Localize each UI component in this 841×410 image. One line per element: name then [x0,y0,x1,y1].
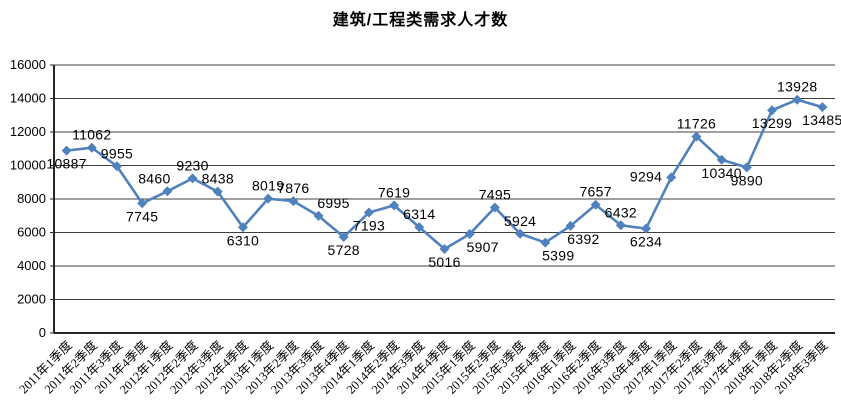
data-point-label: 5399 [542,248,574,264]
data-point-marker [162,186,173,197]
data-point-label: 5728 [328,242,360,258]
data-point-label: 7495 [479,186,511,202]
data-point-label: 9955 [101,145,133,161]
data-point-marker [515,228,526,239]
data-point-marker [792,94,803,105]
data-point-label: 6310 [227,232,259,248]
data-point-marker [86,142,97,153]
data-point-marker [61,145,72,156]
y-axis-tick-label: 12000 [10,124,46,139]
data-point-marker [489,202,500,213]
data-point-marker [389,200,400,211]
data-point-label: 9294 [630,168,662,184]
data-point-marker [691,131,702,142]
data-point-label: 13299 [752,115,792,131]
data-point-label: 7657 [579,184,611,200]
data-point-label: 10887 [46,156,86,172]
data-point-label: 7193 [353,218,385,234]
data-point-marker [263,193,274,204]
y-axis-tick-label: 16000 [10,57,46,72]
data-point-label: 7619 [378,184,410,200]
data-point-marker [111,161,122,172]
data-point-marker [565,220,576,231]
data-point-marker [817,102,828,113]
data-point-label: 5924 [504,213,536,229]
data-point-marker [338,232,349,243]
y-axis-tick-label: 0 [39,325,46,340]
data-point-label: 5907 [467,239,499,255]
data-point-label: 6234 [630,234,662,250]
y-axis-tick-label: 8000 [17,191,46,206]
data-point-marker [439,243,450,254]
data-point-marker [414,222,425,233]
data-point-label: 9890 [731,172,763,188]
y-axis-tick-label: 10000 [10,158,46,173]
data-point-label: 7876 [277,180,309,196]
data-point-marker [741,162,752,173]
data-point-label: 11726 [677,116,716,132]
data-point-label: 6392 [567,231,599,247]
data-point-marker [666,172,677,183]
data-point-label: 10340 [701,165,741,181]
data-point-marker [641,223,652,234]
y-axis-tick-label: 6000 [17,225,46,240]
data-point-label: 5016 [428,254,460,270]
data-point-marker [212,186,223,197]
chart-title: 建筑/工程类需求人才数 [332,12,509,29]
data-point-marker [590,199,601,210]
data-point-label: 6995 [317,195,349,211]
y-axis-tick-label: 14000 [10,91,46,106]
y-axis-tick-label: 2000 [17,292,46,307]
data-point-label: 11062 [72,127,111,143]
data-point-label: 13928 [777,79,817,95]
data-point-marker [363,207,374,218]
data-point-label: 8460 [138,170,170,186]
data-point-label: 7745 [126,208,158,224]
data-point-marker [540,237,551,248]
data-point-marker [464,229,475,240]
data-point-marker [237,222,248,233]
y-axis-tick-label: 4000 [17,258,46,273]
data-point-label: 8438 [202,171,234,187]
data-point-marker [767,105,778,116]
data-point-marker [615,220,626,231]
data-point-label: 9230 [176,157,208,173]
data-point-label: 13485 [802,112,841,128]
data-point-label: 8019 [252,178,284,194]
data-point-marker [288,196,299,207]
data-point-marker [313,210,324,221]
data-point-label: 6314 [403,206,435,222]
data-point-marker [137,198,148,209]
data-point-marker [716,154,727,165]
data-point-label: 6432 [605,204,637,220]
data-point-marker [187,173,198,184]
